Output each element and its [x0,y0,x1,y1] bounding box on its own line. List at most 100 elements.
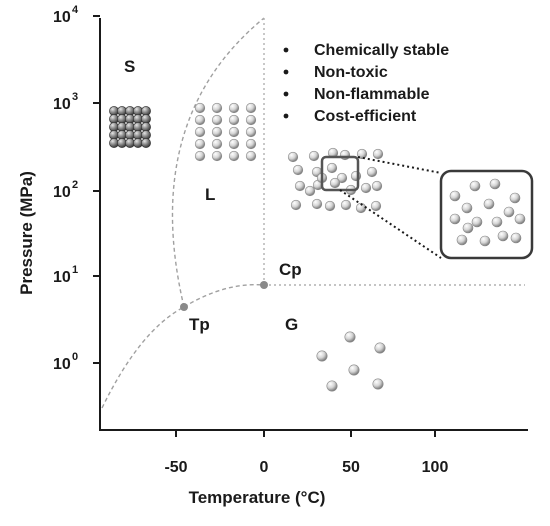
x-tick-label: 100 [422,459,449,476]
liquid-region-label: L [205,185,215,204]
molecule-sphere [228,102,240,114]
critical-point-marker [260,281,268,289]
molecule-sphere [245,114,257,126]
molecule-sphere [497,230,509,242]
property-item: Non-toxic [314,64,388,81]
molecule-sphere [461,202,473,214]
molecule-sphere [509,192,521,204]
molecule-sphere [211,150,223,162]
molecule-sphere [471,216,483,228]
molecule-sphere [514,213,526,225]
y-tick-label: 10 [53,184,71,201]
molecule-sphere [326,162,338,174]
y-tick-label: 10 [53,96,71,113]
molecule-sphere [374,342,386,354]
melting-curve [171,17,265,308]
molecule-sphere [489,178,501,190]
bullet-dot-icon [283,69,289,75]
gas-region-label: G [285,315,298,334]
molecule-sphere [491,216,503,228]
molecule-sphere [366,166,378,178]
molecule-sphere [503,206,515,218]
molecule-sphere [340,199,352,211]
molecule-sphere [329,177,341,189]
y-tick-label: 10 [53,269,71,286]
triple-point-marker [180,303,188,311]
y-axis-title: Pressure (MPa) [17,171,36,295]
vaporization-curve [183,283,265,308]
gas-molecules-icon [316,331,386,392]
molecule-sphere [456,234,468,246]
molecule-sphere [350,170,362,182]
y-tick-exponent: 4 [72,4,79,16]
zoom-guide-top [357,156,442,174]
molecule-sphere [245,126,257,138]
bullet-dot-icon [283,113,289,119]
molecule-sphere [287,151,299,163]
critical-point-label: Cp [279,260,302,279]
molecule-sphere [211,102,223,114]
liquid-molecules-icon [194,102,257,162]
y-tick-exponent: 0 [72,351,78,363]
y-tick-label: 10 [53,9,71,26]
molecule-sphere [194,138,206,150]
molecule-sphere [194,126,206,138]
y-tick-exponent: 3 [72,91,78,103]
x-tick-label: 50 [342,459,360,476]
molecule-sphere [360,182,372,194]
molecule-sphere [245,150,257,162]
molecule-sphere [344,331,356,343]
molecule-sphere [211,138,223,150]
molecule-sphere [228,114,240,126]
molecule-sphere [324,200,336,212]
x-tick-label: -50 [164,459,187,476]
molecule-sphere [339,149,351,161]
molecule-sphere [449,190,461,202]
molecule-sphere [316,350,328,362]
x-tick-label: 0 [260,459,269,476]
molecule-sphere [479,235,491,247]
molecule-sphere [294,180,306,192]
x-axis-title: Temperature (°C) [189,488,326,507]
solid-region-label: S [124,57,135,76]
molecule-sphere [372,148,384,160]
molecule-sphere [211,126,223,138]
molecule-sphere [211,114,223,126]
zoom-guide-bottom [339,189,442,259]
bullet-dot-icon [283,91,289,97]
molecule-sphere [228,150,240,162]
solid-molecules-icon [109,106,151,148]
molecule-sphere [228,138,240,150]
property-list: Chemically stable Non-toxic Non-flammable C… [283,42,449,125]
molecule-sphere [194,102,206,114]
molecule-sphere [326,380,338,392]
molecule-sphere [194,150,206,162]
x-axis-ticks: -50 0 50 100 [164,430,448,476]
y-tick-exponent: 1 [72,264,78,276]
property-item: Non-flammable [314,86,430,103]
zoomed-molecules-icon [449,178,526,247]
molecule-sphere [311,198,323,210]
property-item: Cost-efficient [314,108,417,125]
molecule-sphere [371,180,383,192]
supercritical-molecules-icon [287,147,384,214]
bullet-dot-icon [283,47,289,53]
molecule-sphere [304,185,316,197]
molecule-sphere [483,198,495,210]
molecule-sphere [370,200,382,212]
molecule-sphere [308,150,320,162]
molecule-sphere [510,232,522,244]
molecule-sphere [372,378,384,390]
molecule-sphere [292,164,304,176]
property-item: Chemically stable [314,42,449,59]
molecule-sphere [194,114,206,126]
molecule-sphere [348,364,360,376]
sublimation-curve [101,306,185,409]
molecule-sphere [141,138,151,148]
triple-point-label: Tp [189,315,210,334]
molecule-sphere [469,180,481,192]
molecule-sphere [290,199,302,211]
